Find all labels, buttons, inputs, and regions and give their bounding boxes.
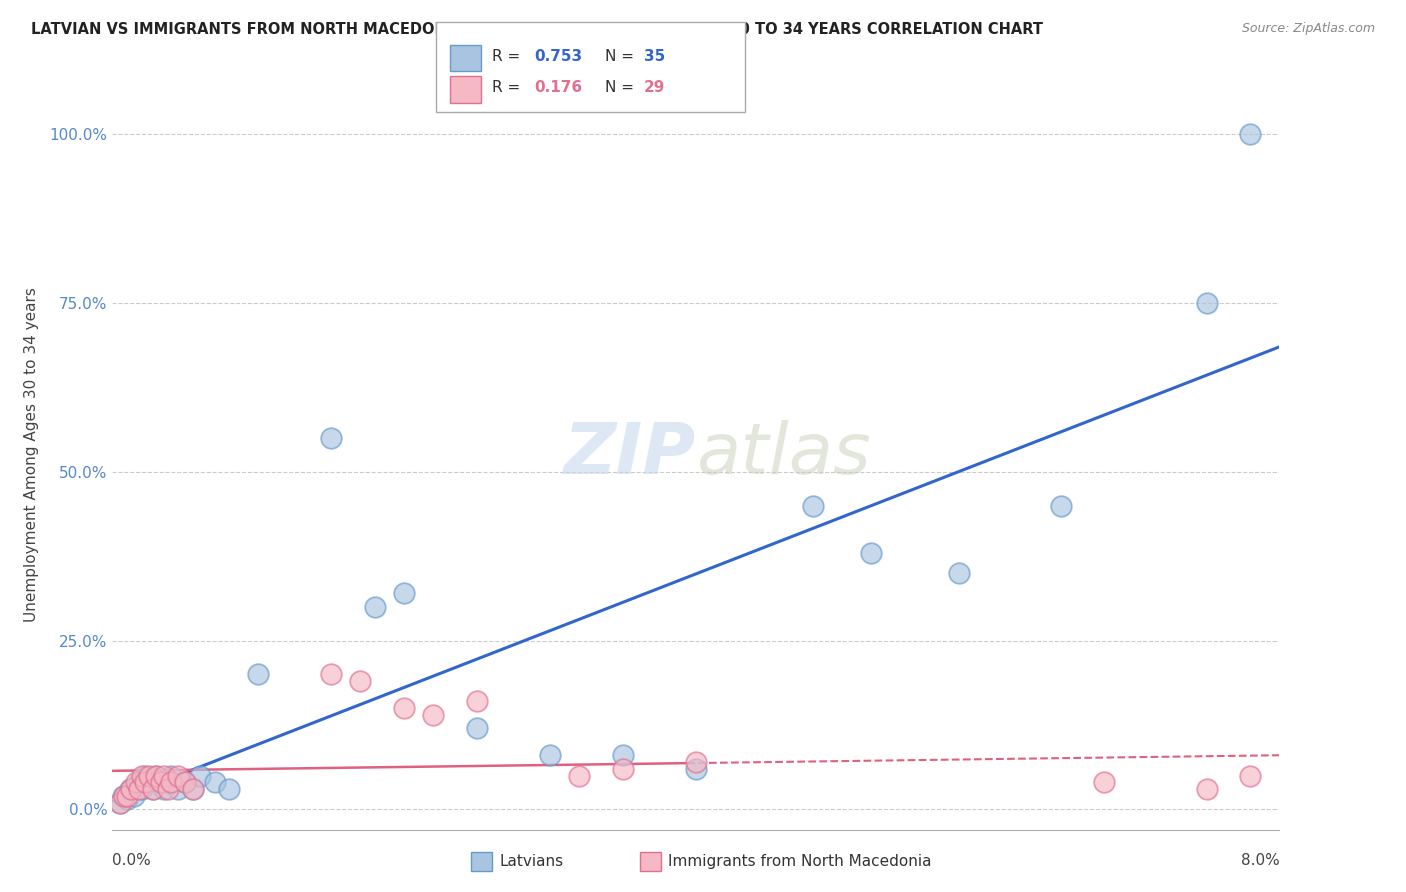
Point	[156, 782, 179, 797]
Point	[321, 667, 343, 681]
Point	[131, 782, 153, 797]
Point	[120, 782, 142, 797]
Point	[134, 775, 156, 789]
Text: N =: N =	[605, 49, 638, 63]
Point	[538, 748, 561, 763]
Point	[174, 775, 197, 789]
Point	[111, 789, 134, 803]
Text: 8.0%: 8.0%	[1240, 853, 1279, 868]
Point	[860, 546, 883, 560]
Point	[321, 431, 343, 445]
Point	[167, 768, 190, 782]
Point	[1094, 775, 1116, 789]
Text: 0.0%: 0.0%	[112, 853, 152, 868]
Text: Source: ZipAtlas.com: Source: ZipAtlas.com	[1241, 22, 1375, 36]
Point	[465, 694, 488, 708]
Point	[160, 768, 183, 782]
Point	[112, 789, 135, 803]
Point	[568, 768, 591, 782]
Point	[149, 775, 172, 789]
Point	[394, 701, 416, 715]
Text: LATVIAN VS IMMIGRANTS FROM NORTH MACEDONIA UNEMPLOYMENT AMONG AGES 30 TO 34 YEAR: LATVIAN VS IMMIGRANTS FROM NORTH MACEDON…	[31, 22, 1043, 37]
Point	[1195, 296, 1218, 310]
Text: Latvians: Latvians	[499, 855, 564, 869]
Point	[218, 782, 240, 797]
Point	[181, 782, 204, 797]
Point	[115, 789, 138, 803]
Point	[142, 782, 165, 797]
Point	[167, 782, 190, 797]
Point	[125, 775, 148, 789]
Point	[349, 674, 371, 689]
Text: 0.176: 0.176	[534, 80, 582, 95]
Point	[364, 599, 387, 614]
Point	[115, 792, 138, 806]
Point	[612, 762, 634, 776]
Text: 35: 35	[644, 49, 665, 63]
Point	[1239, 128, 1261, 142]
Text: atlas: atlas	[696, 420, 870, 490]
Point	[148, 775, 170, 789]
Point	[612, 748, 634, 763]
Point	[118, 782, 141, 797]
Point	[156, 775, 179, 789]
Point	[131, 768, 153, 782]
Point	[1049, 499, 1071, 513]
Point	[124, 789, 146, 803]
Point	[160, 775, 183, 789]
Text: Immigrants from North Macedonia: Immigrants from North Macedonia	[668, 855, 931, 869]
Point	[138, 775, 160, 789]
Point	[948, 566, 970, 580]
Point	[181, 782, 204, 797]
Text: R =: R =	[492, 80, 526, 95]
Point	[1239, 768, 1261, 782]
Point	[394, 586, 416, 600]
Point	[801, 499, 824, 513]
Text: N =: N =	[605, 80, 638, 95]
Point	[145, 768, 167, 782]
Point	[145, 768, 167, 782]
Point	[128, 782, 150, 797]
Point	[128, 775, 150, 789]
Point	[204, 775, 226, 789]
Text: 0.753: 0.753	[534, 49, 582, 63]
Point	[108, 796, 131, 810]
Point	[142, 782, 165, 797]
Point	[152, 782, 174, 797]
Text: 29: 29	[644, 80, 665, 95]
Point	[174, 775, 197, 789]
Point	[188, 768, 211, 782]
Point	[108, 796, 131, 810]
Point	[685, 755, 707, 769]
Point	[134, 768, 156, 782]
Point	[152, 768, 174, 782]
Y-axis label: Unemployment Among Ages 30 to 34 years: Unemployment Among Ages 30 to 34 years	[24, 287, 38, 623]
Point	[685, 762, 707, 776]
Point	[247, 667, 270, 681]
Point	[1195, 782, 1218, 797]
Text: R =: R =	[492, 49, 526, 63]
Point	[422, 707, 444, 722]
Text: ZIP: ZIP	[564, 420, 696, 490]
Point	[138, 768, 160, 782]
Point	[465, 721, 488, 735]
